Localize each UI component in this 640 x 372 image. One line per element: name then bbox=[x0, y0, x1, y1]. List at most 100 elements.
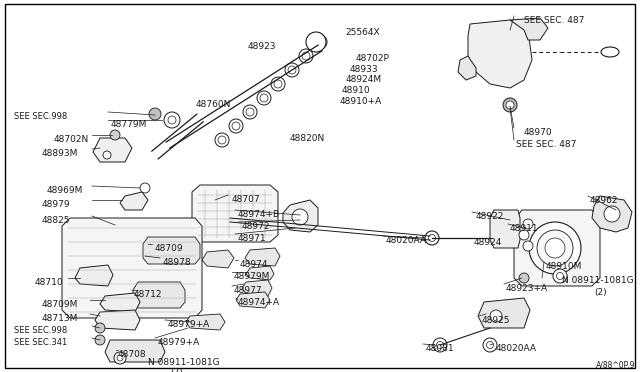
Circle shape bbox=[486, 341, 493, 349]
Text: 48925: 48925 bbox=[482, 316, 511, 325]
Polygon shape bbox=[236, 292, 270, 308]
Circle shape bbox=[215, 133, 229, 147]
Polygon shape bbox=[592, 196, 632, 232]
Circle shape bbox=[557, 273, 563, 279]
Text: 48979: 48979 bbox=[42, 200, 70, 209]
Text: 48974: 48974 bbox=[240, 260, 269, 269]
Text: 48922: 48922 bbox=[476, 212, 504, 221]
Text: 48979+A: 48979+A bbox=[158, 338, 200, 347]
Circle shape bbox=[288, 66, 296, 74]
Polygon shape bbox=[246, 266, 274, 280]
Text: 48962: 48962 bbox=[590, 196, 618, 205]
Text: 48970: 48970 bbox=[524, 128, 552, 137]
Circle shape bbox=[285, 63, 299, 77]
Text: 48910+A: 48910+A bbox=[340, 97, 382, 106]
Text: 48974+A: 48974+A bbox=[238, 298, 280, 307]
Text: 48707: 48707 bbox=[232, 195, 260, 204]
Polygon shape bbox=[105, 340, 165, 362]
Text: (2): (2) bbox=[594, 288, 607, 297]
Text: 48702P: 48702P bbox=[356, 54, 390, 63]
Circle shape bbox=[523, 219, 533, 229]
Text: SEE SEC.341: SEE SEC.341 bbox=[14, 338, 67, 347]
Circle shape bbox=[218, 136, 226, 144]
Text: 48979+A: 48979+A bbox=[168, 320, 211, 329]
Text: 48978: 48978 bbox=[163, 258, 191, 267]
Text: N 08911-1081G: N 08911-1081G bbox=[562, 276, 634, 285]
Text: 48924: 48924 bbox=[474, 238, 502, 247]
Polygon shape bbox=[143, 237, 200, 264]
Circle shape bbox=[313, 35, 327, 49]
Circle shape bbox=[95, 323, 105, 333]
Text: 48910: 48910 bbox=[342, 86, 371, 95]
Circle shape bbox=[260, 94, 268, 102]
Polygon shape bbox=[490, 210, 520, 248]
Circle shape bbox=[271, 77, 285, 91]
Circle shape bbox=[529, 222, 581, 274]
Circle shape bbox=[164, 112, 180, 128]
Circle shape bbox=[483, 338, 497, 352]
Polygon shape bbox=[202, 250, 234, 268]
Text: 48712: 48712 bbox=[134, 290, 163, 299]
Polygon shape bbox=[245, 248, 280, 266]
Text: 48893M: 48893M bbox=[42, 149, 78, 158]
Circle shape bbox=[110, 130, 120, 140]
Circle shape bbox=[229, 119, 243, 133]
Circle shape bbox=[292, 209, 308, 225]
Text: 48933: 48933 bbox=[350, 65, 379, 74]
Text: 48972: 48972 bbox=[242, 222, 271, 231]
Circle shape bbox=[316, 38, 324, 46]
Circle shape bbox=[114, 352, 126, 364]
Text: SEE SEC.998: SEE SEC.998 bbox=[14, 326, 67, 335]
Circle shape bbox=[306, 32, 326, 52]
Text: SEE SEC. 487: SEE SEC. 487 bbox=[524, 16, 584, 25]
Text: 48923+A: 48923+A bbox=[506, 284, 548, 293]
Text: 48081: 48081 bbox=[426, 344, 454, 353]
Polygon shape bbox=[120, 192, 148, 210]
Text: 48820N: 48820N bbox=[290, 134, 325, 143]
Ellipse shape bbox=[601, 47, 619, 57]
Circle shape bbox=[519, 230, 529, 240]
Text: 48825: 48825 bbox=[42, 216, 70, 225]
Text: 48974+B: 48974+B bbox=[238, 210, 280, 219]
Circle shape bbox=[553, 269, 567, 283]
Circle shape bbox=[95, 335, 105, 345]
Polygon shape bbox=[510, 18, 548, 40]
Text: 48702N: 48702N bbox=[54, 135, 89, 144]
Text: 48710: 48710 bbox=[35, 278, 63, 287]
Polygon shape bbox=[186, 314, 225, 330]
Text: 48708: 48708 bbox=[118, 350, 147, 359]
Circle shape bbox=[140, 183, 150, 193]
Text: (2): (2) bbox=[170, 368, 182, 372]
Text: 48713M: 48713M bbox=[42, 314, 78, 323]
Text: A/88^0P.9: A/88^0P.9 bbox=[596, 360, 636, 369]
Circle shape bbox=[429, 234, 435, 241]
Text: 48911: 48911 bbox=[510, 224, 539, 233]
Text: 48979M: 48979M bbox=[234, 272, 270, 281]
Text: 48709: 48709 bbox=[155, 244, 184, 253]
Circle shape bbox=[537, 230, 573, 266]
Circle shape bbox=[149, 108, 161, 120]
Text: N 08911-1081G: N 08911-1081G bbox=[148, 358, 220, 367]
Circle shape bbox=[299, 49, 313, 63]
Circle shape bbox=[257, 91, 271, 105]
Circle shape bbox=[503, 98, 517, 112]
Text: 48923: 48923 bbox=[248, 42, 276, 51]
Circle shape bbox=[246, 108, 254, 116]
Circle shape bbox=[490, 310, 502, 322]
Circle shape bbox=[519, 273, 529, 283]
Text: 48020AA: 48020AA bbox=[496, 344, 537, 353]
Circle shape bbox=[425, 231, 439, 245]
Text: 48910M: 48910M bbox=[546, 262, 582, 271]
Circle shape bbox=[168, 116, 176, 124]
Circle shape bbox=[545, 238, 565, 258]
Polygon shape bbox=[93, 138, 132, 162]
Polygon shape bbox=[95, 310, 140, 330]
Text: SEE SEC. 487: SEE SEC. 487 bbox=[516, 140, 577, 149]
Text: 48709M: 48709M bbox=[42, 300, 78, 309]
Polygon shape bbox=[458, 56, 476, 80]
Circle shape bbox=[243, 105, 257, 119]
Text: 48020AA: 48020AA bbox=[386, 236, 427, 245]
Polygon shape bbox=[468, 20, 532, 88]
Polygon shape bbox=[100, 293, 140, 312]
Text: SEE SEC.998: SEE SEC.998 bbox=[14, 112, 67, 121]
